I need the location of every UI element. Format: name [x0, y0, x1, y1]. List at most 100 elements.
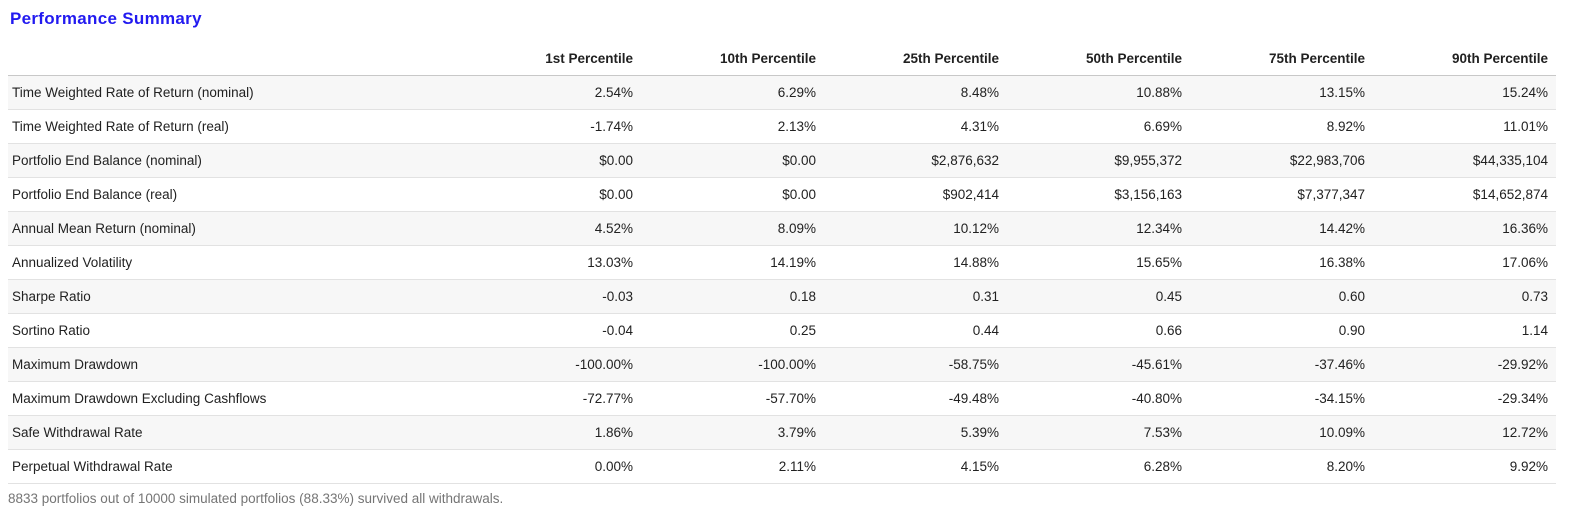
cell-value: 15.65% [1136, 255, 1182, 270]
cell-value: 7.53% [1143, 425, 1182, 440]
cell-value: 1.14 [1521, 323, 1548, 338]
cell-value: 12.72% [1502, 425, 1548, 440]
cell-value: 0.90 [1338, 323, 1365, 338]
cell-value: 8.09% [777, 221, 816, 236]
column-header: 10th Percentile [641, 45, 824, 76]
cell-value: $7,377,347 [1297, 187, 1365, 202]
table-row: Time Weighted Rate of Return (nominal) 2.… [8, 75, 1556, 110]
table-row: Sortino Ratio -0.04 0.25 0.44 0.66 0.90 1.14 [8, 314, 1556, 348]
column-header: 1st Percentile [458, 45, 641, 76]
table-row: Maximum Drawdown Excluding Cashflows -72.… [8, 382, 1556, 416]
cell-value: -72.77% [582, 391, 633, 406]
cell-value: 4.15% [960, 459, 999, 474]
cell-value: -100.00% [575, 357, 633, 372]
cell-value: 13.03% [587, 255, 633, 270]
column-header: 50th Percentile [1007, 45, 1190, 76]
cell-value: 0.25 [789, 323, 816, 338]
cell-value: $22,983,706 [1289, 153, 1365, 168]
cell-value: 4.52% [594, 221, 633, 236]
cell-value: 10.09% [1319, 425, 1365, 440]
column-header: 90th Percentile [1373, 45, 1556, 76]
cell-value: 12.34% [1136, 221, 1182, 236]
cell-value: 16.38% [1319, 255, 1365, 270]
cell-value: 6.28% [1143, 459, 1182, 474]
cell-value: 13.15% [1319, 85, 1365, 100]
table-row: Sharpe Ratio -0.03 0.18 0.31 0.45 0.60 0.73 [8, 279, 1556, 314]
cell-value: 1.86% [594, 425, 633, 440]
table-row: Time Weighted Rate of Return (real) -1.74… [8, 110, 1556, 144]
cell-value: 8.92% [1326, 119, 1365, 134]
cell-value: 2.13% [777, 119, 816, 134]
cell-value: -1.74% [590, 119, 633, 134]
row-label: Safe Withdrawal Rate [12, 425, 143, 440]
cell-value: 17.06% [1502, 255, 1548, 270]
table-row: Perpetual Withdrawal Rate 0.00% 2.11% 4.15%… [8, 450, 1556, 484]
row-label: Portfolio End Balance (real) [12, 187, 178, 202]
cell-value: -29.34% [1497, 391, 1548, 406]
cell-value: 6.69% [1143, 119, 1182, 134]
table-row: Annual Mean Return (nominal) 4.52% 8.09% 10… [8, 211, 1556, 246]
cell-value: 5.39% [960, 425, 999, 440]
cell-value: 14.88% [953, 255, 999, 270]
table-row: Portfolio End Balance (nominal) $0.00 $0.0… [8, 143, 1556, 178]
column-header: 75th Percentile [1190, 45, 1373, 76]
row-label: Sortino Ratio [12, 323, 91, 338]
cell-value: 0.73 [1521, 289, 1548, 304]
row-label: Annualized Volatility [12, 255, 133, 270]
page-title: Performance Summary [10, 9, 202, 28]
cell-value: 0.45 [1155, 289, 1182, 304]
cell-value: -0.04 [602, 323, 633, 338]
cell-value: 15.24% [1502, 85, 1548, 100]
cell-value: -49.48% [948, 391, 999, 406]
cell-value: -40.80% [1131, 391, 1182, 406]
cell-value: -0.03 [602, 289, 633, 304]
cell-value: $0.00 [599, 153, 633, 168]
cell-value: -29.92% [1497, 357, 1548, 372]
cell-value: 6.29% [777, 85, 816, 100]
cell-value: -58.75% [948, 357, 999, 372]
cell-value: 4.31% [960, 119, 999, 134]
table-row: Safe Withdrawal Rate 1.86% 3.79% 5.39% 7.53%… [8, 415, 1556, 450]
cell-value: $9,955,372 [1114, 153, 1182, 168]
table-row: Annualized Volatility 13.03% 14.19% 14.88% 1… [8, 246, 1556, 280]
cell-value: $3,156,163 [1114, 187, 1182, 202]
cell-value: 11.01% [1503, 119, 1548, 134]
cell-value: $14,652,874 [1472, 187, 1548, 202]
cell-value: 0.00% [594, 459, 633, 474]
cell-value: 14.42% [1319, 221, 1365, 236]
cell-value: 0.31 [972, 289, 999, 304]
cell-value: 16.36% [1502, 221, 1548, 236]
cell-value: $0.00 [599, 187, 633, 202]
cell-value: -34.15% [1314, 391, 1365, 406]
cell-value: $0.00 [782, 153, 816, 168]
row-label: Maximum Drawdown Excluding Cashflows [12, 391, 267, 406]
cell-value: 10.12% [953, 221, 999, 236]
cell-value: -57.70% [765, 391, 816, 406]
cell-value: 3.79% [777, 425, 816, 440]
cell-value: 0.18 [789, 289, 816, 304]
cell-value: $902,414 [942, 187, 999, 202]
cell-value: 0.66 [1155, 323, 1182, 338]
header-row: 1st Percentile 10th Percentile 25th Percen… [8, 45, 1556, 76]
survival-summary-note: 8833 portfolios out of 10000 simulated p… [8, 491, 504, 506]
cell-value: 8.20% [1326, 459, 1365, 474]
row-label: Portfolio End Balance (nominal) [12, 153, 202, 168]
table-row: Portfolio End Balance (real) $0.00 $0.00 $9… [8, 178, 1556, 212]
cell-value: 0.60 [1338, 289, 1365, 304]
table-row: Maximum Drawdown -100.00% -100.00% -58.75% -… [8, 347, 1556, 382]
cell-value: 0.44 [972, 323, 999, 338]
cell-value: 8.48% [960, 85, 999, 100]
row-label: Time Weighted Rate of Return (real) [12, 119, 229, 134]
row-label: Sharpe Ratio [12, 289, 91, 304]
row-label: Perpetual Withdrawal Rate [12, 459, 173, 474]
cell-value: 2.54% [594, 85, 633, 100]
cell-value: $44,335,104 [1472, 153, 1548, 168]
cell-value: -37.46% [1314, 357, 1365, 372]
row-label: Annual Mean Return (nominal) [12, 221, 196, 236]
cell-value: 2.11% [778, 459, 816, 474]
cell-value: $2,876,632 [931, 153, 999, 168]
column-header: 25th Percentile [824, 45, 1007, 76]
cell-value: -45.61% [1131, 357, 1182, 372]
row-label: Time Weighted Rate of Return (nominal) [12, 85, 254, 100]
cell-value: 14.19% [770, 255, 816, 270]
